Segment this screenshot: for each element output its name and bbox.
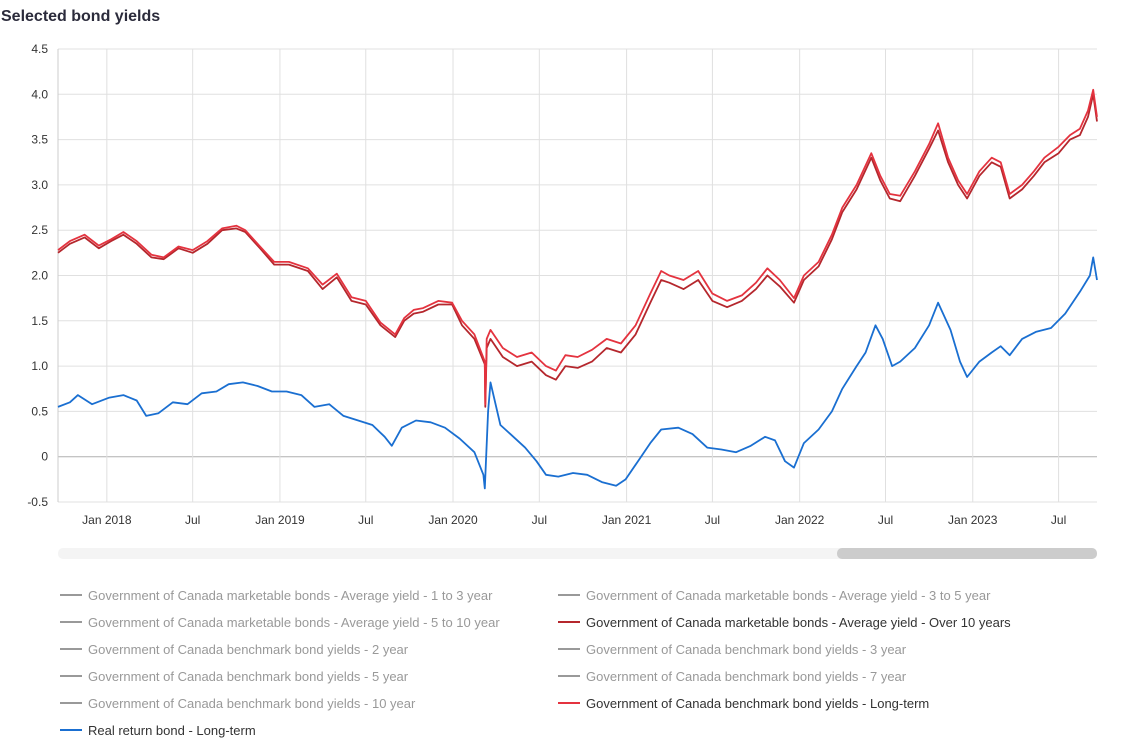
- y-tick-label: 2.0: [31, 269, 48, 283]
- series-line-0: [57, 93, 1098, 408]
- y-tick-label: 0.5: [31, 404, 48, 418]
- legend-item[interactable]: Government of Canada benchmark bond yiel…: [60, 693, 415, 713]
- y-tick-label: -0.5: [27, 495, 48, 509]
- axis-labels: 4.5 4.0 3.5 3.0 2.5 2.0 1.5 1.0 0.5 0 -0.5 Jan 2018…: [27, 42, 1066, 527]
- series-line-2: [57, 256, 1098, 490]
- chart-title: Selected bond yields: [1, 8, 161, 25]
- x-tick-label: Jul: [532, 513, 547, 527]
- legend-item[interactable]: Government of Canada marketable bonds - …: [558, 612, 1011, 632]
- legend-swatch: [558, 621, 580, 623]
- legend-item[interactable]: Government of Canada benchmark bond yiel…: [558, 666, 906, 686]
- legend-label: Government of Canada benchmark bond yiel…: [88, 668, 409, 684]
- legend-item[interactable]: Government of Canada benchmark bond yiel…: [60, 639, 408, 659]
- y-tick-label: 0: [41, 450, 48, 464]
- legend-item[interactable]: Real return bond - Long-term: [60, 720, 256, 740]
- series-lines: [57, 88, 1098, 490]
- chart-plot: 4.5 4.0 3.5 3.0 2.5 2.0 1.5 1.0 0.5 0 -0.5 Jan 2018…: [27, 42, 1098, 527]
- legend-swatch: [558, 702, 580, 704]
- legend-swatch: [558, 648, 580, 650]
- legend-swatch: [60, 675, 82, 677]
- legend-swatch: [60, 648, 82, 650]
- y-tick-label: 3.5: [31, 133, 48, 147]
- y-tick-label: 4.5: [31, 42, 48, 56]
- legend-swatch: [558, 594, 580, 596]
- legend-item[interactable]: Government of Canada benchmark bond yiel…: [558, 639, 906, 659]
- legend-label: Government of Canada marketable bonds - …: [586, 614, 1011, 630]
- x-tick-label: Jan 2018: [82, 513, 132, 527]
- legend-swatch: [60, 594, 82, 596]
- chart-scrollbar[interactable]: [58, 548, 1097, 559]
- y-tick-label: 3.0: [31, 178, 48, 192]
- legend-label: Government of Canada marketable bonds - …: [586, 587, 991, 603]
- x-tick-label: Jul: [185, 513, 200, 527]
- x-tick-label: Jan 2020: [428, 513, 478, 527]
- scrollbar-thumb[interactable]: [837, 548, 1097, 559]
- y-tick-label: 1.0: [31, 359, 48, 373]
- x-tick-label: Jul: [1051, 513, 1066, 527]
- legend-label: Government of Canada benchmark bond yiel…: [586, 695, 930, 711]
- legend-swatch: [60, 702, 82, 704]
- legend-item[interactable]: Government of Canada benchmark bond yiel…: [558, 693, 929, 713]
- legend-label: Government of Canada benchmark bond yiel…: [586, 641, 907, 657]
- legend-item[interactable]: Government of Canada benchmark bond yiel…: [60, 666, 408, 686]
- legend-item[interactable]: Government of Canada marketable bonds - …: [60, 585, 492, 605]
- x-tick-label: Jan 2022: [775, 513, 825, 527]
- legend-swatch: [60, 621, 82, 623]
- legend-label: Government of Canada marketable bonds - …: [88, 614, 500, 630]
- x-tick-label: Jul: [878, 513, 893, 527]
- series-line-1: [57, 88, 1098, 406]
- x-tick-label: Jul: [358, 513, 373, 527]
- legend-label: Government of Canada benchmark bond yiel…: [88, 695, 416, 711]
- y-tick-label: 4.0: [31, 87, 48, 101]
- grid-lines: [57, 48, 1097, 503]
- legend-swatch: [60, 729, 82, 731]
- y-tick-label: 2.5: [31, 223, 48, 237]
- legend-label: Government of Canada marketable bonds - …: [88, 587, 493, 603]
- legend-label: Real return bond - Long-term: [88, 722, 256, 738]
- y-tick-label: 1.5: [31, 314, 48, 328]
- x-tick-label: Jan 2023: [948, 513, 998, 527]
- legend-label: Government of Canada benchmark bond yiel…: [586, 668, 907, 684]
- legend-item[interactable]: Government of Canada marketable bonds - …: [60, 612, 500, 632]
- legend-item[interactable]: Government of Canada marketable bonds - …: [558, 585, 990, 605]
- x-tick-label: Jan 2021: [602, 513, 652, 527]
- x-tick-label: Jul: [705, 513, 720, 527]
- legend-swatch: [558, 675, 580, 677]
- legend-label: Government of Canada benchmark bond yiel…: [88, 641, 409, 657]
- x-tick-label: Jan 2019: [255, 513, 305, 527]
